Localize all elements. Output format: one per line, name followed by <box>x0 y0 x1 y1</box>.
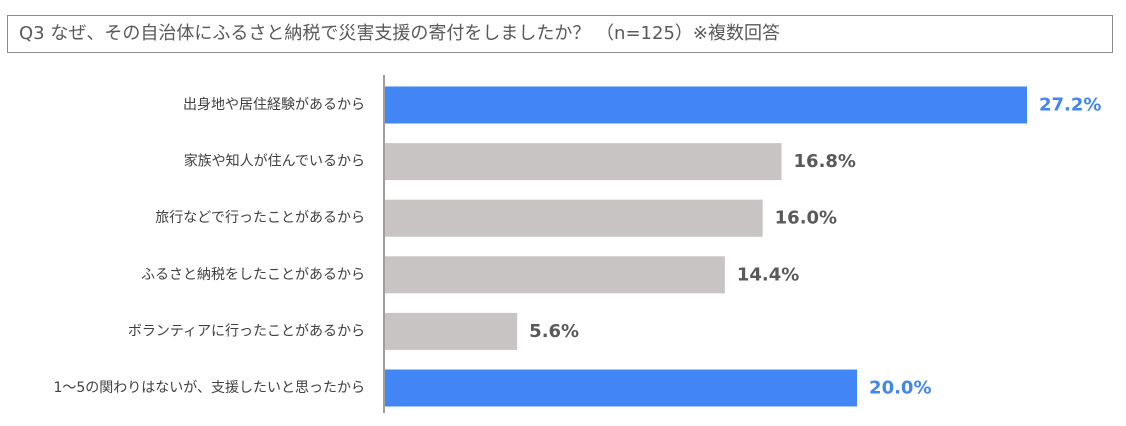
value-label-3: 16.0% <box>775 208 837 229</box>
category-label-4: ふるさと納税をしたことがあるから <box>141 267 365 283</box>
bar-3 <box>385 199 763 237</box>
chart-title-box: Q3 なぜ、その自治体にふるさと納税で災害支援の寄付をしましたか？ （n=125… <box>7 15 1113 53</box>
category-label-1: 出身地や居住経験があるから <box>183 97 365 113</box>
bar-1 <box>385 86 1027 124</box>
value-label-5: 5.6% <box>529 321 579 342</box>
category-label-3: 旅行などで行ったことがあるから <box>155 210 365 226</box>
value-label-2: 16.8% <box>794 151 856 172</box>
bar-2 <box>385 143 782 181</box>
chart-title: Q3 なぜ、その自治体にふるさと納税で災害支援の寄付をしましたか？ （n=125… <box>19 23 780 44</box>
bar-6 <box>385 369 858 407</box>
value-label-4: 14.4% <box>737 264 799 285</box>
bar-4 <box>385 256 725 294</box>
category-label-5: ボランティアに行ったことがあるから <box>128 323 365 339</box>
bar-5 <box>385 312 518 350</box>
category-label-2: 家族や知人が住んでいるから <box>184 153 365 170</box>
category-label-6: 1～5の関わりはないが、支援したいと思ったから <box>53 380 365 396</box>
value-label-1: 27.2% <box>1039 95 1101 116</box>
value-label-6: 20.0% <box>869 378 931 399</box>
